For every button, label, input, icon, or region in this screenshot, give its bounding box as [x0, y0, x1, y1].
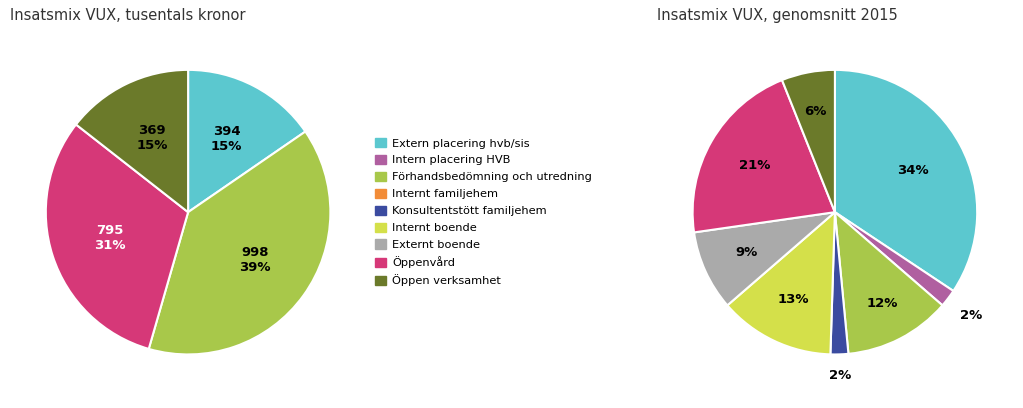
Wedge shape — [835, 212, 953, 305]
Text: 13%: 13% — [777, 293, 809, 306]
Text: 12%: 12% — [866, 297, 897, 310]
Text: 394
15%: 394 15% — [211, 125, 242, 153]
Text: 21%: 21% — [739, 160, 770, 173]
Text: Insatsmix VUX, genomsnitt 2015: Insatsmix VUX, genomsnitt 2015 — [657, 9, 898, 23]
Wedge shape — [782, 70, 835, 212]
Text: 2%: 2% — [960, 309, 982, 322]
Wedge shape — [46, 124, 188, 349]
Text: 9%: 9% — [736, 246, 758, 259]
Wedge shape — [693, 80, 835, 233]
Text: 369
15%: 369 15% — [136, 124, 168, 152]
Text: 998
39%: 998 39% — [239, 246, 271, 275]
Wedge shape — [727, 212, 835, 355]
Wedge shape — [835, 212, 942, 354]
Wedge shape — [831, 212, 848, 355]
Wedge shape — [188, 70, 305, 212]
Legend: Extern placering hvb/sis, Intern placering HVB, Förhandsbedömning och utredning,: Extern placering hvb/sis, Intern placeri… — [374, 138, 592, 286]
Wedge shape — [76, 70, 188, 212]
Wedge shape — [148, 131, 330, 355]
Wedge shape — [694, 212, 835, 305]
Text: 34%: 34% — [897, 164, 929, 177]
Text: Insatsmix VUX, tusentals kronor: Insatsmix VUX, tusentals kronor — [10, 9, 246, 23]
Wedge shape — [835, 70, 977, 291]
Text: 6%: 6% — [804, 105, 827, 118]
Text: 795
31%: 795 31% — [94, 224, 126, 252]
Text: 2%: 2% — [829, 369, 851, 382]
